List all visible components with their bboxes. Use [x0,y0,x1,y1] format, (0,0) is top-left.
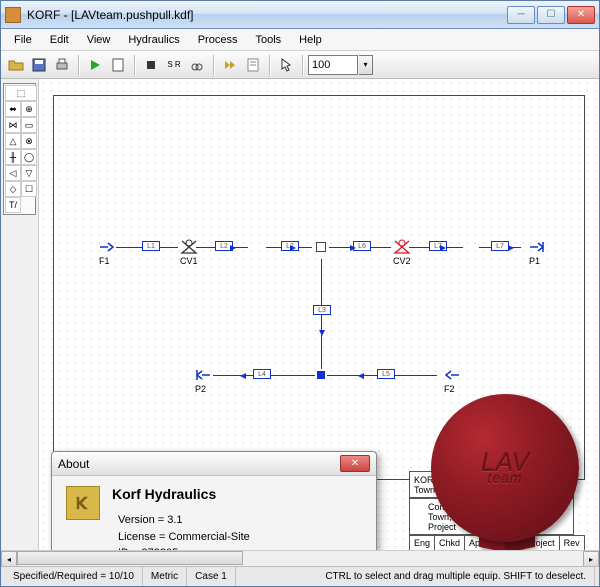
palette-item[interactable]: ⬌ [5,101,21,117]
palette-item[interactable]: ⊕ [21,101,37,117]
stop-icon[interactable] [140,54,162,76]
canvas-wrap: L1L2L2L6L7L7L4L5L3F1CV1CV2P1P2F2 KORFTow… [39,79,599,550]
palette-item[interactable]: ╫ [5,149,21,165]
main-window: KORF - [LAVteam.pushpull.kdf] ─ ☐ ✕ File… [0,0,600,587]
print-icon[interactable] [51,54,73,76]
minimize-button[interactable]: ─ [507,6,535,24]
workarea: ⬚ ⬌ ⊕ ⋈ ▭ △ ⊗ ╫ ◯ ◁ ▽ ◇ ☐ T/ L1L2L2L6L7L… [1,79,599,550]
palette-text-item[interactable]: T/ [5,197,21,213]
h-scrollbar[interactable]: ◂ ▸ [1,550,599,566]
status-spec: Specified/Required = 10/10 [5,567,143,586]
palette-item[interactable]: ▭ [21,117,37,133]
scroll-left-button[interactable]: ◂ [1,551,17,567]
scroll-thumb[interactable] [17,551,243,565]
about-title: About [58,457,89,471]
app-icon [5,7,21,23]
menu-view[interactable]: View [78,32,120,48]
doc-icon[interactable] [242,54,264,76]
menu-edit[interactable]: Edit [41,32,78,48]
palette-item[interactable]: ◁ [5,165,21,181]
about-close-button[interactable]: ✕ [340,455,370,472]
about-dialog[interactable]: About ✕ Korf Hydraulics Version = 3.1 Li… [51,451,377,550]
about-product: Korf Hydraulics [112,486,362,502]
sheet-icon[interactable] [107,54,129,76]
save-icon[interactable] [28,54,50,76]
statusbar: Specified/Required = 10/10 Metric Case 1… [1,566,599,586]
status-hint: CTRL to select and drag multiple equip. … [236,567,595,586]
palette-item[interactable]: ▽ [21,165,37,181]
menubar: File Edit View Hydraulics Process Tools … [1,29,599,51]
titlebar[interactable]: KORF - [LAVteam.pushpull.kdf] ─ ☐ ✕ [1,1,599,29]
menu-tools[interactable]: Tools [246,32,290,48]
maximize-button[interactable]: ☐ [537,6,565,24]
status-units: Metric [143,567,187,586]
ff-icon[interactable] [219,54,241,76]
open-icon[interactable] [5,54,27,76]
about-app-icon [66,486,100,520]
palette-item[interactable]: ◯ [21,149,37,165]
palette-item[interactable]: ⋈ [5,117,21,133]
menu-file[interactable]: File [5,32,41,48]
menu-process[interactable]: Process [189,32,247,48]
palette-item[interactable]: ⬚ [5,85,37,101]
close-button[interactable]: ✕ [567,6,595,24]
about-titlebar[interactable]: About ✕ [52,452,376,476]
palette: ⬚ ⬌ ⊕ ⋈ ▭ △ ⊗ ╫ ◯ ◁ ▽ ◇ ☐ T/ [1,79,39,550]
zoom-dropdown[interactable]: ▾ [359,55,373,75]
pointer-icon[interactable] [275,54,297,76]
palette-item[interactable]: △ [5,133,21,149]
toolbar: S R 100 ▾ [1,51,599,79]
palette-item[interactable]: ☐ [21,181,37,197]
sr-icon[interactable]: S R [163,54,185,76]
scroll-right-button[interactable]: ▸ [583,551,599,567]
palette-item[interactable]: ◇ [5,181,21,197]
wax-seal: LAVteam [431,394,579,542]
window-title: KORF - [LAVteam.pushpull.kdf] [27,8,507,22]
circles-icon[interactable] [186,54,208,76]
menu-help[interactable]: Help [290,32,331,48]
zoom-input[interactable]: 100 [308,55,358,75]
palette-item[interactable]: ⊗ [21,133,37,149]
status-case: Case 1 [187,567,236,586]
run-icon[interactable] [84,54,106,76]
menu-hydraulics[interactable]: Hydraulics [119,32,188,48]
